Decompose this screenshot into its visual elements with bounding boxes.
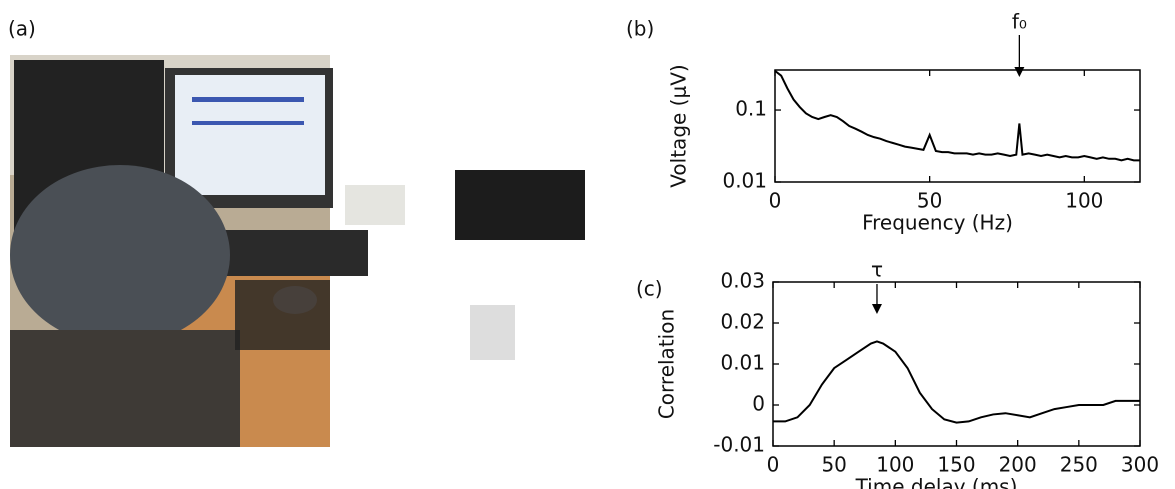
x-axis-label: Time delay (ms) bbox=[855, 475, 1018, 489]
x-tick-label: 150 bbox=[937, 453, 975, 477]
data-line bbox=[773, 340, 1140, 424]
x-axis-label: Frequency (Hz) bbox=[862, 211, 1013, 235]
y-tick-label: 0.01 bbox=[722, 169, 767, 193]
y-tick-label: 0.03 bbox=[720, 269, 765, 293]
y-tick-label: 0.01 bbox=[720, 351, 765, 375]
photo bbox=[10, 55, 585, 447]
data-line bbox=[774, 70, 1140, 162]
annotation: f₀ bbox=[1012, 10, 1027, 34]
panel-label: (b) bbox=[626, 17, 654, 41]
x-tick-label: 0 bbox=[769, 189, 782, 213]
y-tick-label: 0 bbox=[752, 392, 765, 416]
y-axis-label: Correlation bbox=[655, 309, 679, 419]
plot-frame bbox=[774, 69, 1141, 183]
plot-frame bbox=[772, 281, 1141, 447]
annotation-arrowhead bbox=[1014, 67, 1025, 77]
x-tick-label: 250 bbox=[1060, 453, 1098, 477]
x-tick-label: 50 bbox=[821, 453, 846, 477]
x-tick-label: 100 bbox=[1065, 189, 1103, 213]
x-tick-label: 50 bbox=[917, 189, 942, 213]
x-tick-label: 0 bbox=[767, 453, 780, 477]
y-axis-label: Voltage (μV) bbox=[667, 64, 691, 187]
y-tick-label: 0.1 bbox=[735, 97, 767, 121]
y-tick-label: 0.02 bbox=[720, 310, 765, 334]
x-tick-label: 300 bbox=[1121, 453, 1159, 477]
x-tick-label: 100 bbox=[876, 453, 914, 477]
annotation-arrowhead bbox=[871, 304, 882, 314]
annotation: τ bbox=[871, 258, 883, 282]
panel-label: (c) bbox=[636, 277, 663, 301]
panel-label: (a) bbox=[8, 17, 36, 41]
y-tick-label: -0.01 bbox=[713, 433, 765, 457]
x-tick-label: 200 bbox=[999, 453, 1037, 477]
